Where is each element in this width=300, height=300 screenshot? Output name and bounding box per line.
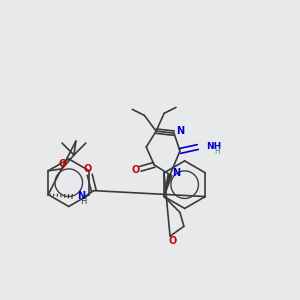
Polygon shape <box>164 174 172 196</box>
Text: H: H <box>80 197 86 206</box>
Text: O: O <box>169 236 177 246</box>
Text: O: O <box>59 159 67 169</box>
Text: N: N <box>172 168 180 178</box>
Text: N: N <box>176 126 184 136</box>
Text: O: O <box>131 165 140 175</box>
Text: NH: NH <box>206 142 221 151</box>
Text: N: N <box>77 190 85 201</box>
Text: H: H <box>215 148 220 157</box>
Text: O: O <box>84 164 92 174</box>
